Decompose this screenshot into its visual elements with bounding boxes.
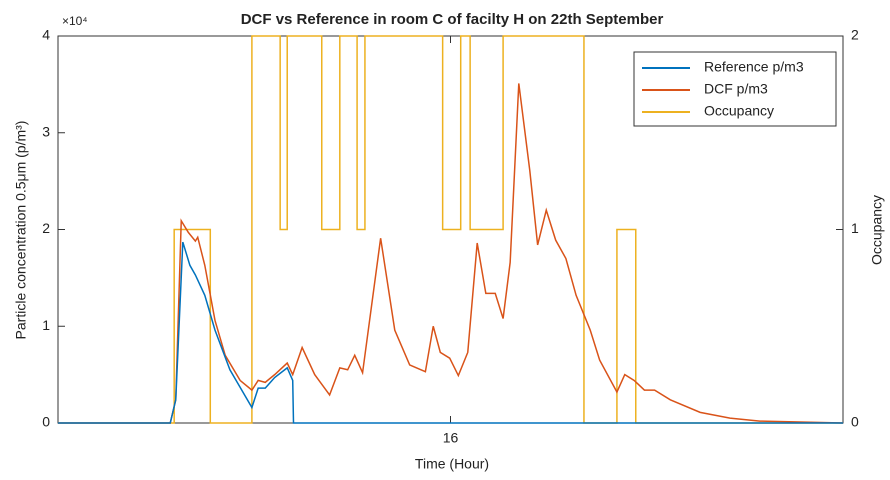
series-line	[58, 241, 843, 424]
y-tick-label: 2	[42, 220, 50, 236]
y-tick-label: 4	[42, 27, 50, 43]
y2-axis-label: Occupancy	[869, 195, 885, 265]
y-tick-label: 3	[42, 123, 50, 139]
legend-label: DCF p/m3	[704, 81, 768, 97]
x-axis-label: Time (Hour)	[415, 456, 489, 472]
series-line	[58, 83, 844, 424]
x-tick-label: 16	[443, 430, 459, 446]
y-tick-label: 1	[42, 317, 50, 333]
y-exponent: ×10⁴	[62, 14, 88, 28]
y2-tick-label: 2	[851, 27, 859, 43]
chart-title: DCF vs Reference in room C of facilty H …	[241, 11, 664, 28]
y2-tick-label: 1	[851, 220, 859, 236]
y2-tick-label: 0	[851, 414, 859, 430]
y-axis-label: Particle concentration 0.5μm (p/m³)	[13, 121, 29, 340]
legend-label: Reference p/m3	[704, 59, 804, 75]
y-tick-label: 0	[42, 414, 50, 430]
series-line	[58, 35, 843, 424]
legend-label: Occupancy	[704, 103, 774, 119]
